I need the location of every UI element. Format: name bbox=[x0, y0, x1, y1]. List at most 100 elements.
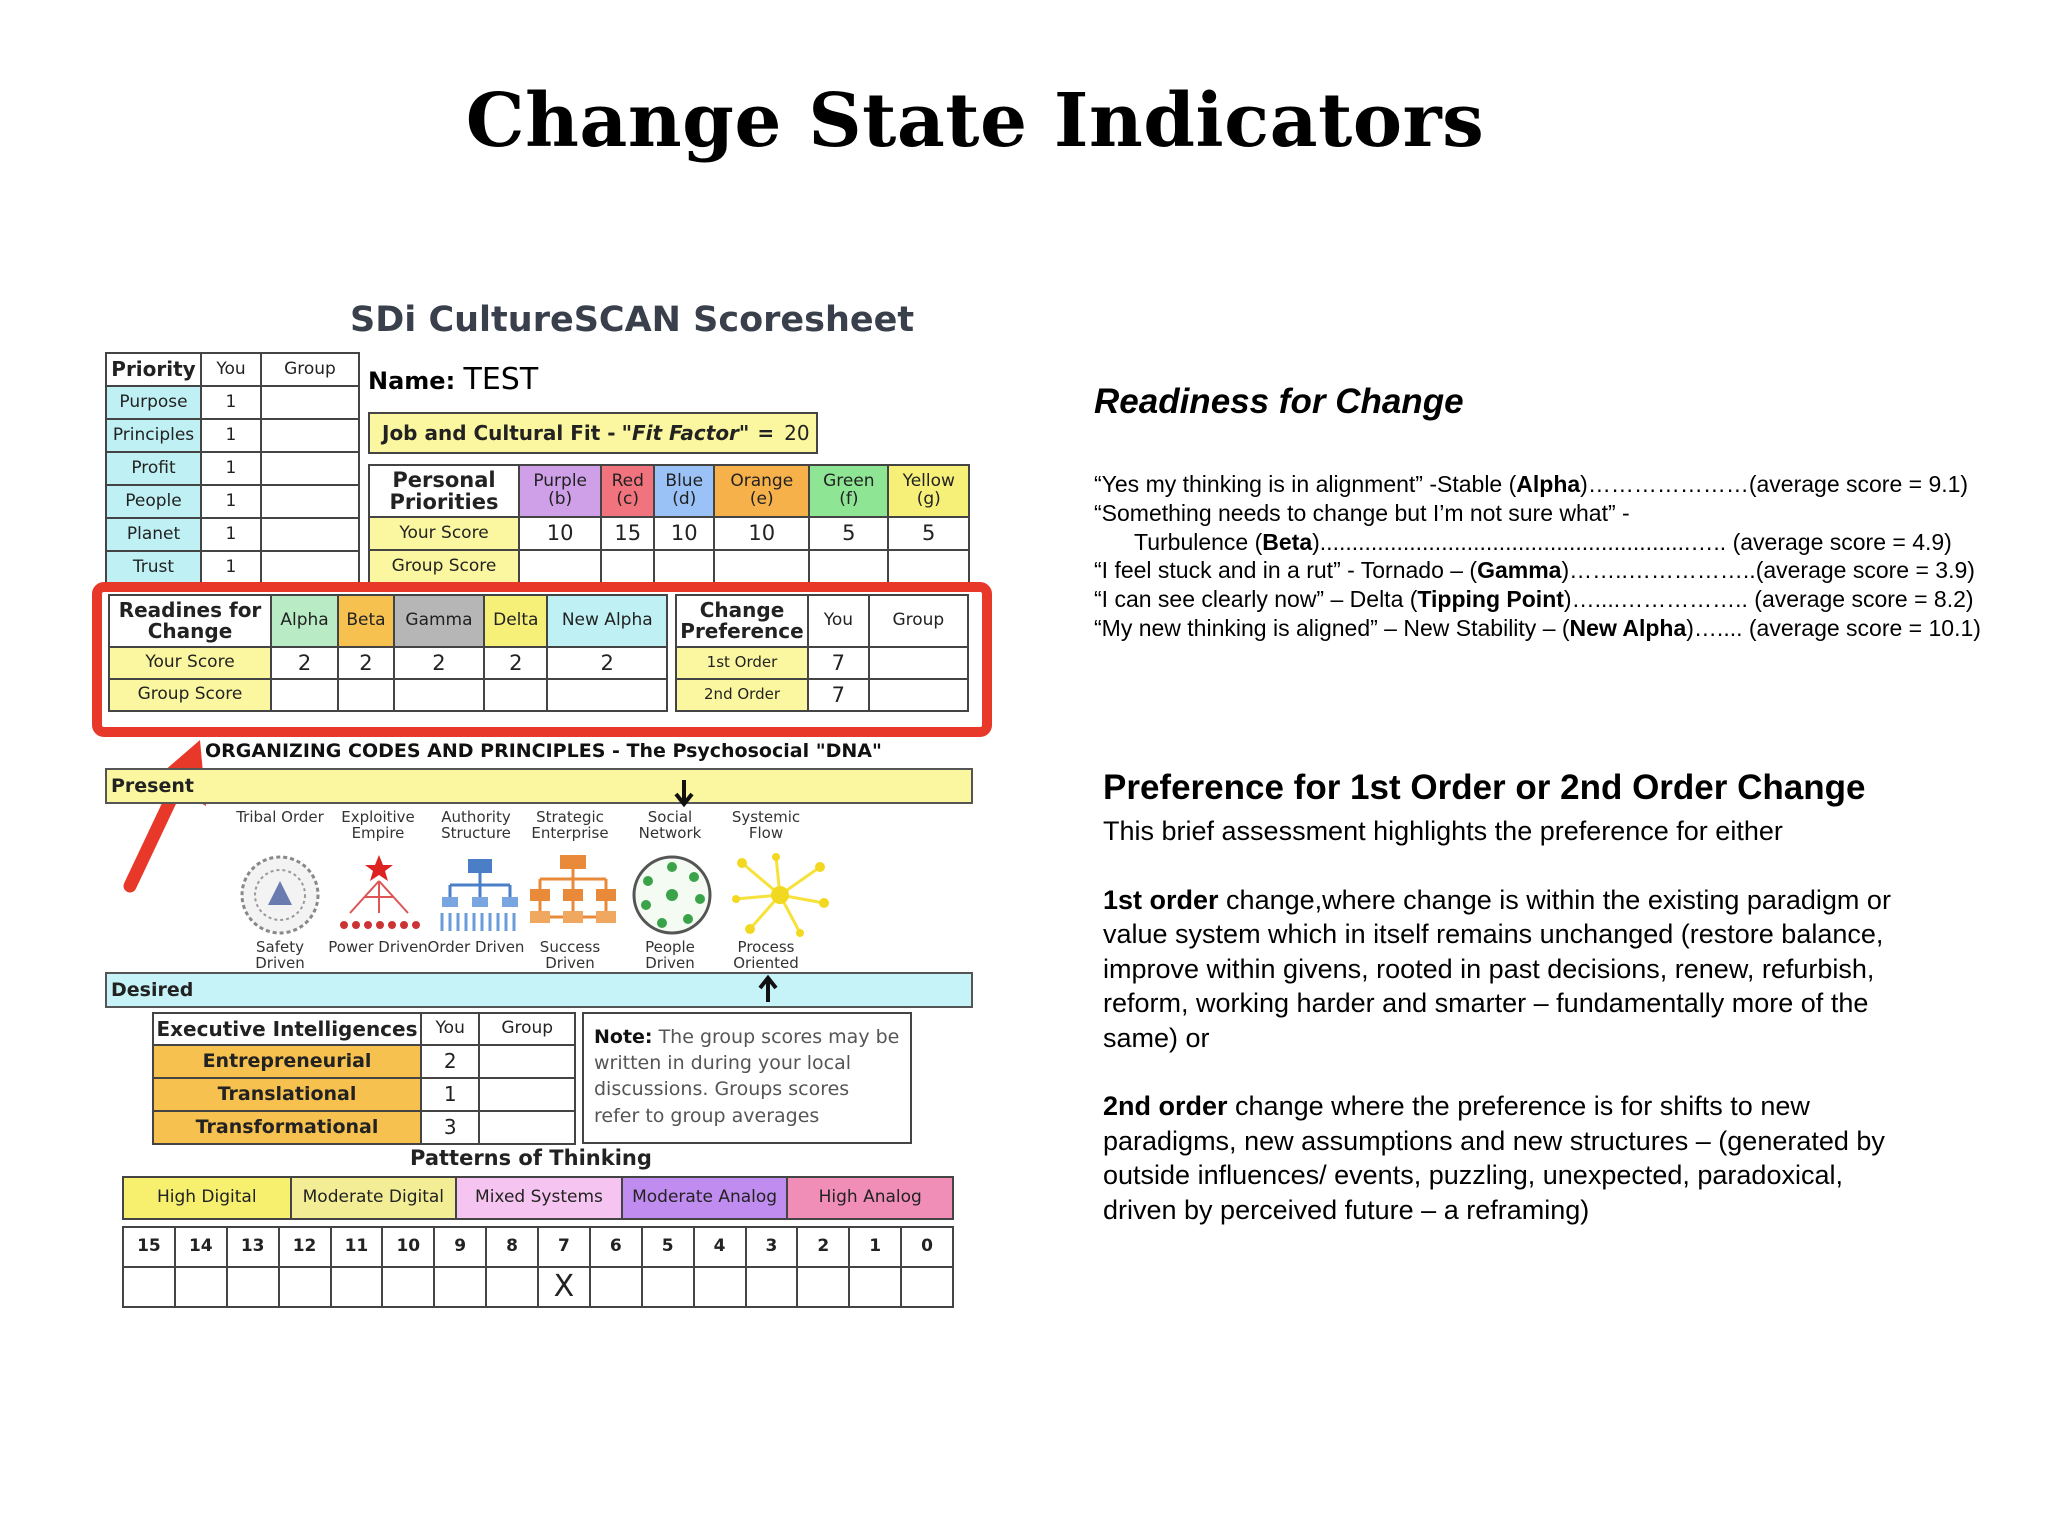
vm-bottom-label: Order Driven bbox=[427, 938, 525, 956]
readiness-col-gamma: Gamma bbox=[392, 594, 486, 648]
second-order-group bbox=[867, 678, 970, 712]
scale-value: 7 bbox=[537, 1226, 591, 1268]
fit-equals: = bbox=[757, 421, 775, 445]
vm-bottom-label: People Driven bbox=[645, 938, 695, 972]
preference-body: This brief assessment highlights the pre… bbox=[1103, 814, 1923, 1261]
pattern-category: High Analog bbox=[786, 1176, 954, 1220]
priority-row-label: Purpose bbox=[105, 385, 202, 420]
readiness-table: Readines for Change Alpha Beta Gamma Del… bbox=[108, 594, 668, 712]
vm-bottom-label: Power Driven bbox=[328, 938, 428, 956]
empire-pyramid-icon bbox=[340, 855, 420, 929]
vm-top-label: Authority Structure bbox=[441, 808, 511, 842]
col-code: (f) bbox=[839, 489, 859, 509]
readiness-col-delta: Delta bbox=[483, 594, 549, 648]
readiness-line: Turbulence (Beta).......................… bbox=[1094, 528, 2048, 557]
personal-priorities-table: Personal Priorities Purple (b) Red (c) Blu… bbox=[368, 464, 970, 584]
line-post: )……..……………..(average score = 3.9) bbox=[1561, 557, 1975, 584]
col-name: Blue bbox=[665, 471, 704, 492]
scale-value: 5 bbox=[640, 1226, 695, 1268]
color-col-blue: Blue (d) bbox=[653, 464, 716, 518]
personal-priorities-title: Personal Priorities bbox=[368, 464, 520, 518]
scale-mark-cell bbox=[277, 1266, 332, 1308]
readiness-your-score: 2 bbox=[337, 646, 395, 680]
name-label: Name: bbox=[368, 367, 456, 395]
color-col-red: Red (c) bbox=[600, 464, 656, 518]
line-bold: New Alpha bbox=[1569, 614, 1687, 641]
flow-burst-icon bbox=[732, 853, 829, 937]
col-name: Orange bbox=[730, 471, 794, 492]
line-bold: Tipping Point bbox=[1417, 586, 1564, 612]
your-score-cell: 5 bbox=[887, 516, 970, 551]
name-value: TEST bbox=[463, 362, 539, 397]
priority-row-label: Planet bbox=[105, 517, 202, 552]
your-score-cell: 10 bbox=[517, 516, 603, 551]
readiness-col-beta: Beta bbox=[337, 594, 395, 648]
line-post: ).......................................… bbox=[1312, 528, 1952, 555]
scale-value: 12 bbox=[277, 1226, 332, 1268]
line-post: )…....…………….. (average score = 8.2) bbox=[1563, 586, 1974, 612]
second-order-paragraph: 2nd order change where the preference is… bbox=[1103, 1089, 1923, 1227]
line-pre: “I feel stuck and in a rut” - Tornado – … bbox=[1094, 557, 1478, 584]
readiness-line: “I feel stuck and in a rut” - Tornado – … bbox=[1094, 556, 2048, 585]
group-score-cell bbox=[653, 549, 716, 584]
readiness-line: “Yes my thinking is in alignment” -Stabl… bbox=[1094, 470, 2048, 499]
exec-row-label: Entrepreneurial bbox=[152, 1044, 422, 1079]
patterns-categories: High Digital Moderate Digital Mixed Syst… bbox=[122, 1176, 954, 1220]
scale-mark-cell bbox=[848, 1266, 903, 1308]
scale-mark-cell bbox=[485, 1266, 539, 1308]
vm-bottom-label: Success Driven bbox=[539, 938, 601, 972]
organizing-codes-title: ORGANIZING CODES AND PRINCIPLES - The Ps… bbox=[205, 740, 882, 762]
patterns-scale: 15 14 13 12 11 10 9 8 7 6 5 4 3 2 1 0 bbox=[122, 1226, 954, 1308]
exec-row-you: 3 bbox=[419, 1110, 481, 1145]
desired-label: Desired bbox=[111, 979, 194, 1001]
pattern-category: Moderate Analog bbox=[620, 1176, 789, 1220]
line-bold: Gamma bbox=[1477, 557, 1562, 584]
second-order-label: 2nd Order bbox=[675, 678, 809, 712]
scoresheet-title: SDi CultureSCAN Scoresheet bbox=[350, 300, 915, 340]
vm-top-label: Tribal Order bbox=[236, 808, 324, 826]
group-score-cell bbox=[517, 549, 603, 584]
note-box: Note: The group scores may be written in… bbox=[582, 1012, 912, 1144]
scale-mark-cell bbox=[225, 1266, 280, 1308]
vm-top-label: Systemic Flow bbox=[731, 808, 801, 842]
col-code: (d) bbox=[672, 489, 697, 509]
social-circle-icon bbox=[632, 855, 712, 935]
pattern-category: Moderate Digital bbox=[289, 1176, 458, 1220]
readiness-your-score: 2 bbox=[546, 646, 668, 680]
priority-row-you: 1 bbox=[200, 418, 262, 453]
scale-value: 11 bbox=[329, 1226, 384, 1268]
change-pref-you-header: You bbox=[807, 594, 870, 648]
first-order-paragraph: 1st order change,where change is within … bbox=[1103, 883, 1923, 1056]
priority-row-you: 1 bbox=[200, 517, 262, 552]
scale-value: 4 bbox=[692, 1226, 747, 1268]
priority-row-you: 1 bbox=[200, 451, 262, 486]
priority-row-you: 1 bbox=[200, 484, 262, 519]
desired-band: Desired bbox=[105, 972, 973, 1008]
first-order-label: 1st Order bbox=[675, 646, 809, 680]
your-score-cell: 5 bbox=[808, 516, 890, 551]
readiness-group-score bbox=[392, 678, 486, 712]
priority-row-group bbox=[259, 484, 361, 519]
scale-mark-cell bbox=[381, 1266, 436, 1308]
readiness-col-alpha: Alpha bbox=[269, 594, 340, 648]
fit-factor-box: Job and Cultural Fit - "Fit Factor" = 20 bbox=[368, 412, 818, 454]
exec-row-group bbox=[478, 1077, 576, 1112]
fit-label: Job and Cultural Fit - bbox=[382, 421, 616, 445]
line-pre: “Something needs to change but I’m not s… bbox=[1094, 499, 1630, 526]
scale-mark-cell bbox=[796, 1266, 851, 1308]
patterns-title: Patterns of Thinking bbox=[410, 1146, 652, 1170]
scale-value: 8 bbox=[485, 1226, 539, 1268]
exec-you-header: You bbox=[419, 1012, 481, 1046]
change-pref-group-header: Group bbox=[867, 594, 970, 648]
priority-row-you: 1 bbox=[200, 550, 262, 585]
exec-group-header: Group bbox=[478, 1012, 576, 1046]
readiness-line: “Something needs to change but I’m not s… bbox=[1094, 499, 2048, 528]
second-order-text: change where the preference is for shift… bbox=[1103, 1091, 1885, 1225]
readiness-your-score-label: Your Score bbox=[108, 646, 272, 680]
vm-bottom-label: Process Oriented bbox=[733, 938, 799, 972]
preference-intro: This brief assessment highlights the pre… bbox=[1103, 816, 1783, 846]
readiness-line: “My new thinking is aligned” – New Stabi… bbox=[1094, 614, 2048, 643]
line-bold: Alpha bbox=[1516, 471, 1581, 497]
group-score-cell bbox=[713, 549, 811, 584]
present-label: Present bbox=[111, 775, 194, 797]
